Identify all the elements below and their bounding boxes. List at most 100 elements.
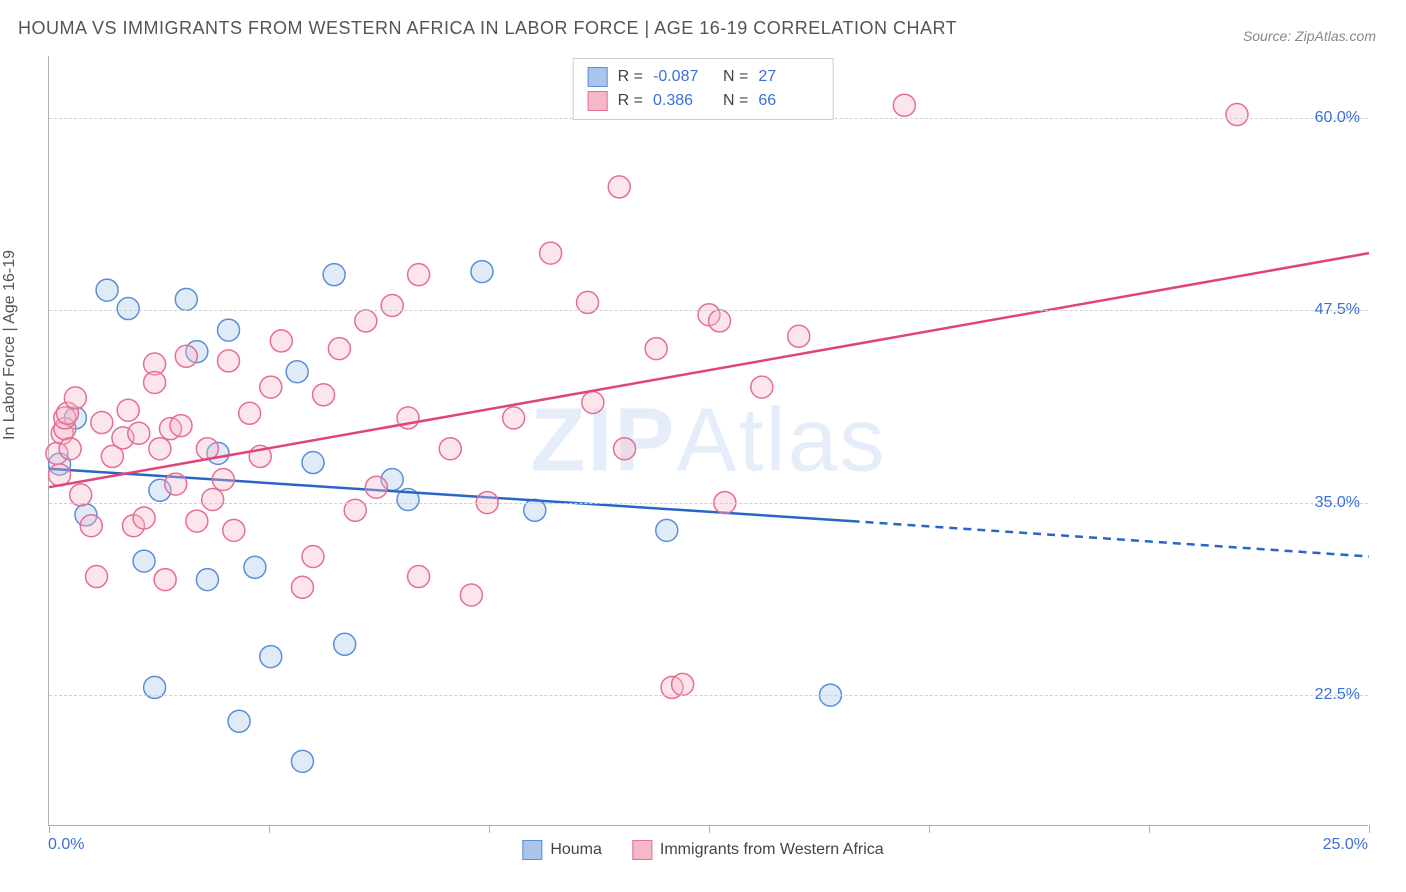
legend-row: R =0.386N =66 <box>588 89 819 113</box>
data-point <box>149 438 171 460</box>
data-point <box>709 310 731 332</box>
legend-label: Houma <box>550 841 602 859</box>
data-point <box>439 438 461 460</box>
data-point <box>170 415 192 437</box>
legend-label: Immigrants from Western Africa <box>660 841 884 859</box>
data-point <box>196 438 218 460</box>
data-point <box>218 350 240 372</box>
data-point <box>218 319 240 341</box>
data-point <box>334 633 356 655</box>
data-point <box>80 515 102 537</box>
legend-row: R =-0.087N =27 <box>588 65 819 89</box>
data-point <box>117 399 139 421</box>
plot-area: ZIPAtlas 22.5%35.0%47.5%60.0% <box>48 56 1368 826</box>
legend-swatch <box>588 91 608 111</box>
y-tick-label: 35.0% <box>1315 494 1360 512</box>
data-point <box>165 473 187 495</box>
data-point <box>656 519 678 541</box>
x-tick <box>1149 825 1150 833</box>
data-point <box>212 469 234 491</box>
data-point <box>59 438 81 460</box>
legend-item: Immigrants from Western Africa <box>632 840 884 860</box>
data-point <box>239 402 261 424</box>
data-point <box>196 569 218 591</box>
data-point <box>291 750 313 772</box>
data-point <box>672 673 694 695</box>
x-tick <box>489 825 490 833</box>
data-point <box>302 546 324 568</box>
x-tick <box>269 825 270 833</box>
data-point <box>260 646 282 668</box>
data-point <box>117 298 139 320</box>
data-point <box>270 330 292 352</box>
data-point <box>893 94 915 116</box>
data-point <box>313 384 335 406</box>
data-point <box>64 387 86 409</box>
legend-swatch <box>522 840 542 860</box>
data-point <box>1226 104 1248 126</box>
data-point <box>49 464 71 486</box>
data-point <box>244 556 266 578</box>
data-point <box>408 566 430 588</box>
data-point <box>788 325 810 347</box>
legend-r-value: 0.386 <box>653 89 713 113</box>
data-point <box>91 412 113 434</box>
data-point <box>302 452 324 474</box>
legend-r-label: R = <box>618 65 643 89</box>
y-tick-label: 22.5% <box>1315 686 1360 704</box>
data-point <box>365 476 387 498</box>
data-point <box>144 371 166 393</box>
x-axis-max-label: 25.0% <box>1323 836 1368 854</box>
data-point <box>128 422 150 444</box>
x-tick <box>709 825 710 833</box>
data-point <box>328 338 350 360</box>
data-point <box>260 376 282 398</box>
trend-line-extrapolated <box>852 521 1369 556</box>
data-point <box>751 376 773 398</box>
legend-n-value: 27 <box>758 65 818 89</box>
x-tick <box>1369 825 1370 833</box>
data-point <box>291 576 313 598</box>
series-legend: Houma Immigrants from Western Africa <box>522 840 883 860</box>
data-point <box>186 510 208 532</box>
data-point <box>86 566 108 588</box>
data-point <box>645 338 667 360</box>
data-point <box>471 261 493 283</box>
chart-svg <box>49 56 1368 825</box>
legend-n-value: 66 <box>758 89 818 113</box>
data-point <box>133 507 155 529</box>
data-point <box>228 710 250 732</box>
data-point <box>608 176 630 198</box>
y-tick-label: 60.0% <box>1315 109 1360 127</box>
data-point <box>503 407 525 429</box>
gridline <box>49 503 1368 504</box>
x-tick <box>929 825 930 833</box>
data-point <box>154 569 176 591</box>
legend-r-value: -0.087 <box>653 65 713 89</box>
chart-title: HOUMA VS IMMIGRANTS FROM WESTERN AFRICA … <box>18 18 957 39</box>
y-axis-title: In Labor Force | Age 16-19 <box>1 250 19 440</box>
data-point <box>582 392 604 414</box>
data-point <box>175 288 197 310</box>
data-point <box>175 345 197 367</box>
legend-swatch <box>632 840 652 860</box>
data-point <box>133 550 155 572</box>
data-point <box>96 279 118 301</box>
legend-item: Houma <box>522 840 602 860</box>
trend-line <box>49 253 1369 487</box>
legend-swatch <box>588 67 608 87</box>
data-point <box>460 584 482 606</box>
gridline <box>49 695 1368 696</box>
correlation-legend: R =-0.087N =27R =0.386N =66 <box>573 58 834 120</box>
legend-n-label: N = <box>723 89 748 113</box>
y-tick-label: 47.5% <box>1315 301 1360 319</box>
x-tick <box>49 825 50 833</box>
gridline <box>49 310 1368 311</box>
data-point <box>614 438 636 460</box>
data-point <box>223 519 245 541</box>
data-point <box>355 310 377 332</box>
data-point <box>323 264 345 286</box>
x-axis-min-label: 0.0% <box>48 836 84 854</box>
data-point <box>202 489 224 511</box>
source-attribution: Source: ZipAtlas.com <box>1243 28 1376 44</box>
